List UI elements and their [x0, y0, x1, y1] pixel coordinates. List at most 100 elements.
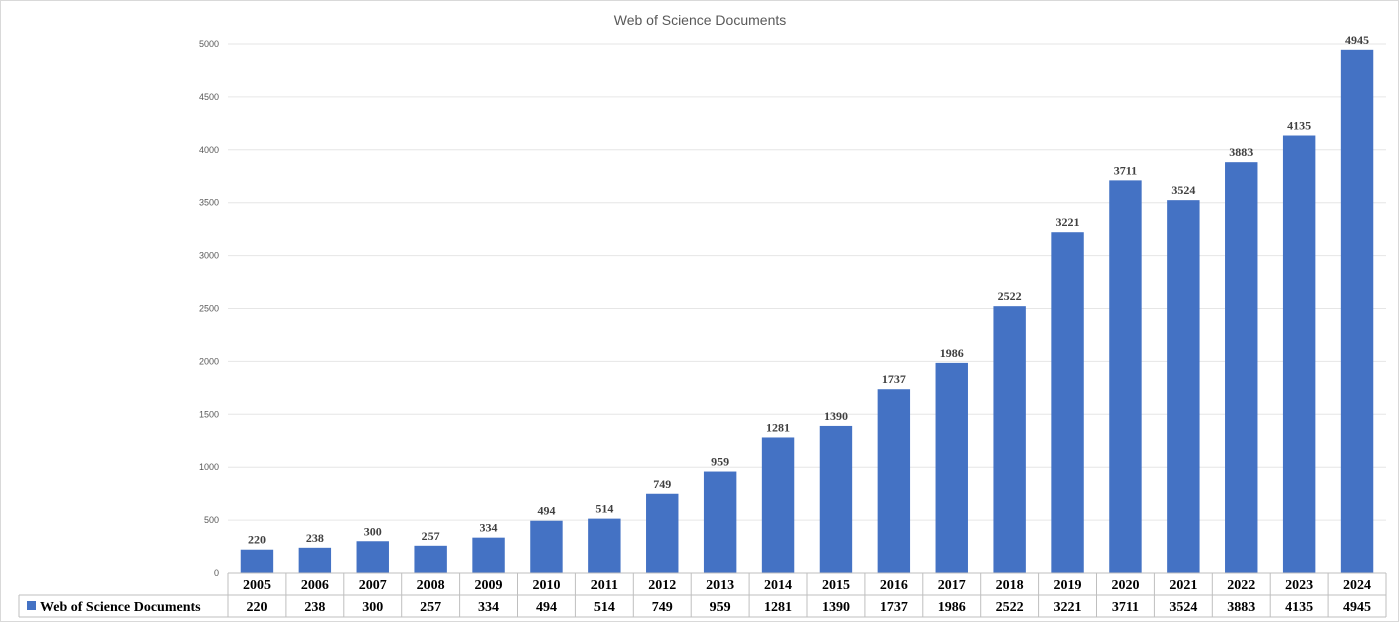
- data-label: 220: [248, 533, 266, 547]
- bar-2023: [1282, 135, 1316, 573]
- x-tick-label: 2014: [764, 578, 792, 593]
- table-value: 2522: [996, 600, 1024, 615]
- data-label: 300: [364, 524, 382, 538]
- x-tick-label: 2019: [1054, 578, 1082, 593]
- table-value: 257: [420, 600, 441, 615]
- table-value: 3221: [1054, 600, 1082, 615]
- y-tick-label: 4500: [199, 92, 219, 102]
- data-label: 4945: [1345, 33, 1369, 47]
- bar-2005: [240, 549, 274, 573]
- y-tick-label: 1000: [199, 462, 219, 472]
- data-label: 494: [537, 504, 555, 518]
- y-tick-label: 2500: [199, 304, 219, 314]
- bar-2006: [298, 547, 332, 573]
- x-tick-label: 2012: [648, 578, 676, 593]
- x-tick-label: 2008: [417, 578, 445, 593]
- table-value: 238: [304, 600, 325, 615]
- bar-2022: [1225, 162, 1258, 574]
- x-tick-label: 2015: [822, 578, 850, 593]
- y-tick-label: 2000: [199, 356, 219, 366]
- gridlines: [228, 43, 1386, 521]
- bar-2015: [819, 425, 853, 573]
- y-tick-label: 3000: [199, 251, 219, 261]
- x-tick-label: 2005: [243, 578, 271, 593]
- legend-label: Web of Science Documents: [40, 600, 201, 615]
- bar-2008: [414, 545, 447, 573]
- y-tick-label: 3500: [199, 198, 219, 208]
- bar-2007: [356, 541, 389, 573]
- data-label: 1390: [824, 409, 848, 423]
- data-label: 749: [653, 477, 671, 491]
- x-tick-label: 2013: [706, 578, 734, 593]
- table-value: 1281: [764, 600, 792, 615]
- data-label: 1737: [882, 372, 906, 386]
- bar-2024: [1340, 49, 1374, 574]
- bar-2012: [646, 493, 679, 573]
- x-tick-label: 2018: [996, 578, 1024, 593]
- data-label: 1986: [940, 346, 964, 360]
- y-tick-label: 500: [204, 515, 219, 525]
- x-tick-label: 2022: [1227, 578, 1255, 593]
- x-tick-label: 2006: [301, 578, 329, 593]
- y-tick-label: 5000: [199, 39, 219, 49]
- x-tick-label: 2024: [1343, 578, 1371, 593]
- table-value: 514: [594, 600, 615, 615]
- x-tick-label: 2009: [475, 578, 503, 593]
- legend-swatch: [27, 601, 36, 610]
- x-tick-label: 2011: [591, 578, 618, 593]
- x-tick-label: 2016: [880, 578, 908, 593]
- table-value: 3524: [1169, 600, 1197, 615]
- data-table: 2005 220 2006 238 2007 300 2008 257 2009 334 2010 4…: [18, 572, 1387, 618]
- data-label: 3221: [1056, 215, 1080, 229]
- bar-2021: [1167, 200, 1200, 573]
- x-tick-label: 2007: [359, 578, 387, 593]
- data-label: 238: [306, 531, 324, 545]
- data-label: 3711: [1114, 163, 1137, 177]
- bars: [240, 49, 1374, 574]
- bar-2020: [1109, 180, 1142, 573]
- x-tick-label: 2017: [938, 578, 966, 593]
- x-tick-label: 2020: [1111, 578, 1139, 593]
- x-tick-label: 2023: [1285, 578, 1313, 593]
- bar-2019: [1051, 232, 1084, 573]
- chart-title: Web of Science Documents: [614, 12, 787, 28]
- bar-2011: [588, 518, 621, 573]
- table-value: 4135: [1285, 600, 1313, 615]
- data-label: 3524: [1171, 183, 1195, 197]
- bar-2010: [530, 520, 563, 573]
- table-value: 334: [478, 600, 499, 615]
- y-tick-label: 4000: [199, 145, 219, 155]
- table-value: 959: [710, 600, 731, 615]
- x-tick-label: 2010: [532, 578, 560, 593]
- table-value: 3711: [1112, 600, 1139, 615]
- data-label: 2522: [998, 289, 1022, 303]
- data-labels: 220 238 300 257 334 494 514 749 959 1281 1390 1737 1…: [248, 33, 1369, 547]
- x-tick-label: 2021: [1169, 578, 1197, 593]
- table-value: 300: [362, 600, 383, 615]
- table-value: 220: [246, 600, 267, 615]
- data-label: 1281: [766, 420, 790, 434]
- y-axis-ticks: 0 500 1000 1500 2000 2500 3000 3500 4000 4500 5000: [199, 39, 219, 578]
- data-label: 4135: [1287, 119, 1311, 133]
- table-value: 494: [536, 600, 557, 615]
- table-value: 749: [652, 600, 673, 615]
- data-label: 514: [595, 502, 613, 516]
- data-label: 3883: [1229, 145, 1253, 159]
- bar-2016: [877, 389, 911, 573]
- y-tick-label: 0: [214, 568, 219, 578]
- table-value: 1737: [880, 600, 908, 615]
- table-value: 1986: [938, 600, 966, 615]
- table-value: 1390: [822, 600, 850, 615]
- bar-2018: [993, 306, 1026, 573]
- bar-2009: [472, 537, 505, 573]
- bar-2014: [761, 437, 795, 573]
- data-label: 334: [480, 521, 498, 535]
- table-value: 4945: [1343, 600, 1371, 615]
- table-value: 3883: [1227, 600, 1255, 615]
- data-label: 257: [422, 529, 440, 543]
- bar-2017: [935, 362, 968, 573]
- data-label: 959: [711, 455, 729, 469]
- y-tick-label: 1500: [199, 409, 219, 419]
